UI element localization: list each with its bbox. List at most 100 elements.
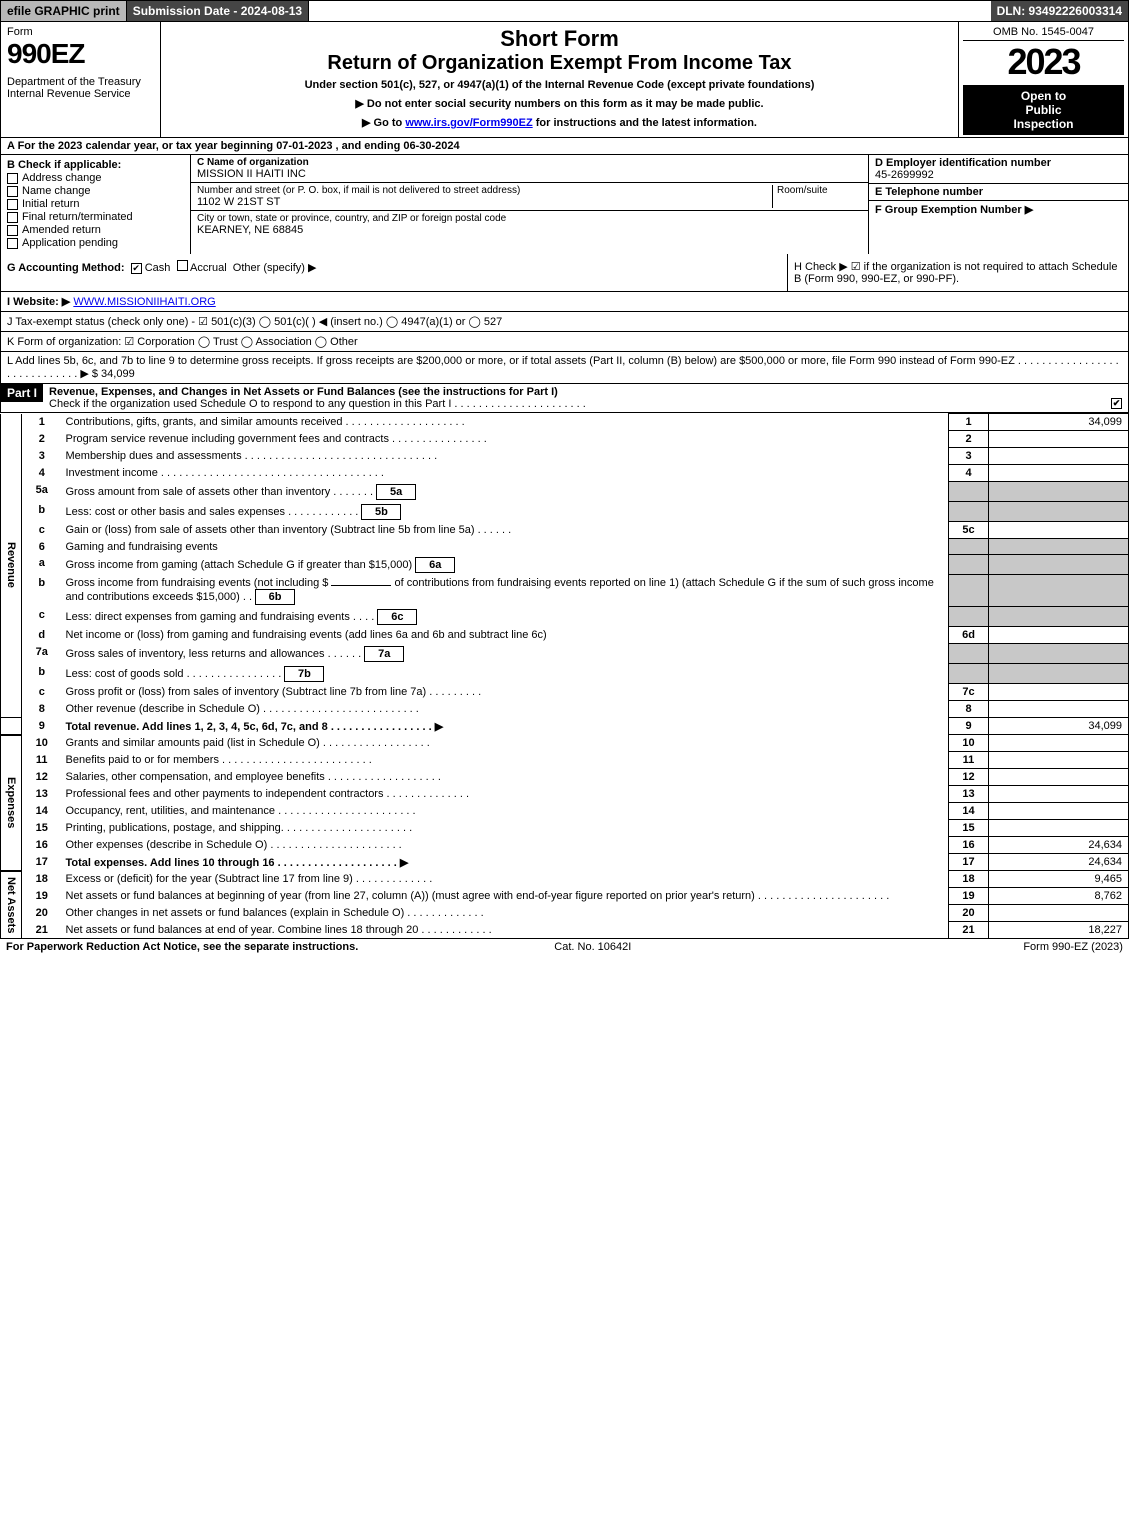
txt-2: Program service revenue including govern… xyxy=(62,431,949,448)
part1-label: Part I xyxy=(1,384,43,402)
box-19: 19 xyxy=(949,888,989,905)
ln-8: 8 xyxy=(22,701,62,718)
txt-10: Grants and similar amounts paid (list in… xyxy=(62,735,949,752)
chk-application-pending[interactable] xyxy=(7,238,18,249)
header-mid: Short Form Return of Organization Exempt… xyxy=(161,22,958,137)
side-rev: Revenue xyxy=(1,414,22,718)
val-11 xyxy=(989,752,1129,769)
header-right: OMB No. 1545-0047 2023 Open to Public In… xyxy=(958,22,1128,137)
txt-6a: Gross income from gaming (attach Schedul… xyxy=(62,555,949,575)
val-7b-grey xyxy=(989,664,1129,684)
box-18: 18 xyxy=(949,871,989,888)
mini-7a: 7a xyxy=(364,646,404,662)
ln-13: 13 xyxy=(22,786,62,803)
ln-19: 19 xyxy=(22,888,62,905)
val-17: 24,634 xyxy=(989,854,1129,871)
val-14 xyxy=(989,803,1129,820)
c-room-lbl: Room/suite xyxy=(777,185,862,196)
val-5a-grey xyxy=(989,482,1129,502)
txt-6c-inner: Less: direct expenses from gaming and fu… xyxy=(66,611,375,623)
chk-accrual[interactable] xyxy=(177,260,188,271)
mini-5b: 5b xyxy=(361,504,401,520)
goto-post: for instructions and the latest informat… xyxy=(533,117,757,129)
box-15: 15 xyxy=(949,820,989,837)
footer: For Paperwork Reduction Act Notice, see … xyxy=(0,939,1129,955)
chk-amended-return[interactable] xyxy=(7,225,18,236)
val-20 xyxy=(989,905,1129,922)
txt-5c: Gain or (loss) from sale of assets other… xyxy=(62,522,949,539)
ln-5b: b xyxy=(22,502,62,522)
txt-14: Occupancy, rent, utilities, and maintena… xyxy=(62,803,949,820)
txt-20: Other changes in net assets or fund bala… xyxy=(62,905,949,922)
part1-desc: Revenue, Expenses, and Changes in Net As… xyxy=(43,384,1128,412)
txt-3: Membership dues and assessments . . . . … xyxy=(62,448,949,465)
f-label: F Group Exemption Number ▶ xyxy=(875,203,1122,216)
row-k: K Form of organization: ☑ Corporation ◯ … xyxy=(0,332,1129,352)
b-item-4: Amended return xyxy=(22,224,101,236)
val-21: 18,227 xyxy=(989,922,1129,939)
website-link[interactable]: WWW.MISSIONIIHAITI.ORG xyxy=(73,296,215,308)
txt-5b: Less: cost or other basis and sales expe… xyxy=(62,502,949,522)
chk-final-return[interactable] xyxy=(7,212,18,223)
box-10: 10 xyxy=(949,735,989,752)
ln-7c: c xyxy=(22,684,62,701)
g-cash: Cash xyxy=(145,262,171,274)
g-other: Other (specify) ▶ xyxy=(233,262,317,274)
txt-18: Excess or (deficit) for the year (Subtra… xyxy=(62,871,949,888)
chk-address-change[interactable] xyxy=(7,173,18,184)
txt-7b-inner: Less: cost of goods sold . . . . . . . .… xyxy=(66,668,282,680)
ln-10: 10 xyxy=(22,735,62,752)
form-header: Form 990EZ Department of the Treasury In… xyxy=(0,22,1129,138)
ln-4: 4 xyxy=(22,465,62,482)
footer-mid: Cat. No. 10642I xyxy=(554,941,631,953)
header-left: Form 990EZ Department of the Treasury In… xyxy=(1,22,161,137)
txt-17: Total expenses. Add lines 10 through 16 … xyxy=(62,854,949,871)
ln-6: 6 xyxy=(22,539,62,555)
ln-5a: 5a xyxy=(22,482,62,502)
txt-6c: Less: direct expenses from gaming and fu… xyxy=(62,607,949,627)
box-6d: 6d xyxy=(949,627,989,644)
ln-20: 20 xyxy=(22,905,62,922)
ln-1: 1 xyxy=(22,414,62,431)
chk-cash[interactable] xyxy=(131,263,142,274)
txt-6d: Net income or (loss) from gaming and fun… xyxy=(62,627,949,644)
txt-7b: Less: cost of goods sold . . . . . . . .… xyxy=(62,664,949,684)
ln-6d: d xyxy=(22,627,62,644)
txt-6: Gaming and fundraising events xyxy=(62,539,949,555)
val-5b-grey xyxy=(989,502,1129,522)
ln-16: 16 xyxy=(22,837,62,854)
goto-notice: ▶ Go to www.irs.gov/Form990EZ for instru… xyxy=(167,116,952,129)
d-val: 45-2699992 xyxy=(875,169,1122,181)
mini-7b: 7b xyxy=(284,666,324,682)
part1-table: Revenue 1Contributions, gifts, grants, a… xyxy=(0,413,1129,939)
ln-17: 17 xyxy=(22,854,62,871)
val-8 xyxy=(989,701,1129,718)
chk-part1-schedO[interactable] xyxy=(1111,398,1122,409)
box-20: 20 xyxy=(949,905,989,922)
box-21: 21 xyxy=(949,922,989,939)
box-5b-grey xyxy=(949,502,989,522)
chk-initial-return[interactable] xyxy=(7,199,18,210)
g-lbl: G Accounting Method: xyxy=(7,262,125,274)
box-4: 4 xyxy=(949,465,989,482)
row-gh: G Accounting Method: Cash Accrual Other … xyxy=(0,254,1129,292)
irs-link[interactable]: www.irs.gov/Form990EZ xyxy=(405,117,532,129)
submission-date: Submission Date - 2024-08-13 xyxy=(127,1,309,21)
part1-check-text: Check if the organization used Schedule … xyxy=(49,398,586,410)
txt-4: Investment income . . . . . . . . . . . … xyxy=(62,465,949,482)
chk-name-change[interactable] xyxy=(7,186,18,197)
box-3: 3 xyxy=(949,448,989,465)
row-l: L Add lines 5b, 6c, and 7b to line 9 to … xyxy=(0,352,1129,384)
ln-3: 3 xyxy=(22,448,62,465)
val-5c xyxy=(989,522,1129,539)
b-item-1: Name change xyxy=(22,185,91,197)
b-item-2: Initial return xyxy=(22,198,79,210)
val-1: 34,099 xyxy=(989,414,1129,431)
side-exp: Expenses xyxy=(1,735,22,871)
b-label: B Check if applicable: xyxy=(7,159,184,171)
box-7c: 7c xyxy=(949,684,989,701)
box-6b-grey xyxy=(949,575,989,607)
box-6a-grey xyxy=(949,555,989,575)
txt-17-b: Total expenses. Add lines 10 through 16 … xyxy=(66,857,409,869)
c-city: KEARNEY, NE 68845 xyxy=(197,224,862,236)
